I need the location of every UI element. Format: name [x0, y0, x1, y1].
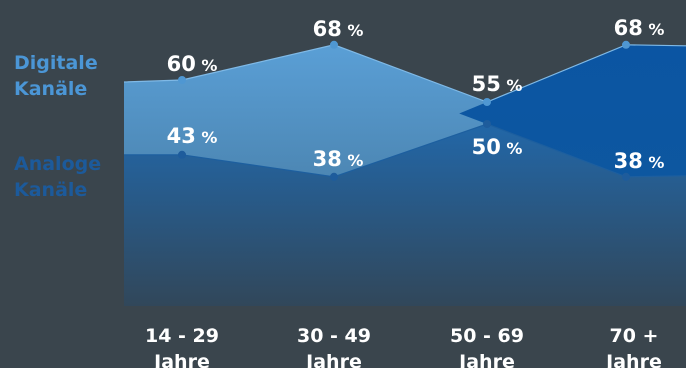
- analog-value-label-3: 38 %: [614, 149, 665, 173]
- analog-area: [124, 124, 686, 306]
- analog-value-label-0: 43 %: [167, 124, 218, 148]
- digital-point-0: [178, 76, 186, 84]
- digital-value-label-3: 68 %: [614, 16, 665, 40]
- analog-point-2: [483, 120, 491, 128]
- digital-value-label-1: 68 %: [313, 17, 364, 41]
- digital-point-2: [483, 98, 491, 106]
- digital-point-3: [622, 40, 630, 49]
- analog-value-label-1: 38 %: [313, 147, 364, 171]
- category-label-3: 70 + Jahre: [604, 325, 662, 368]
- analog-point-1: [330, 172, 338, 181]
- digital-value-label-0: 60 %: [167, 52, 218, 76]
- legend-analog-channels: Analoge Kanäle: [14, 153, 102, 201]
- legend-digital-channels: Digitale Kanäle: [14, 52, 98, 100]
- digital-line: [123, 44, 686, 103]
- digital-point-1: [330, 40, 338, 49]
- crossover-area: [459, 44, 686, 177]
- category-label-1: 30 - 49 Jahre: [297, 325, 371, 368]
- analog-point-3: [622, 172, 630, 181]
- analog-value-label-2: 50 %: [472, 135, 523, 159]
- category-label-2: 50 - 69 Jahre: [450, 325, 524, 368]
- digital-value-label-2: 55 %: [472, 72, 523, 96]
- category-label-0: 14 - 29 Jahre: [145, 325, 219, 368]
- analog-line: [124, 123, 686, 178]
- analog-point-0: [178, 150, 186, 159]
